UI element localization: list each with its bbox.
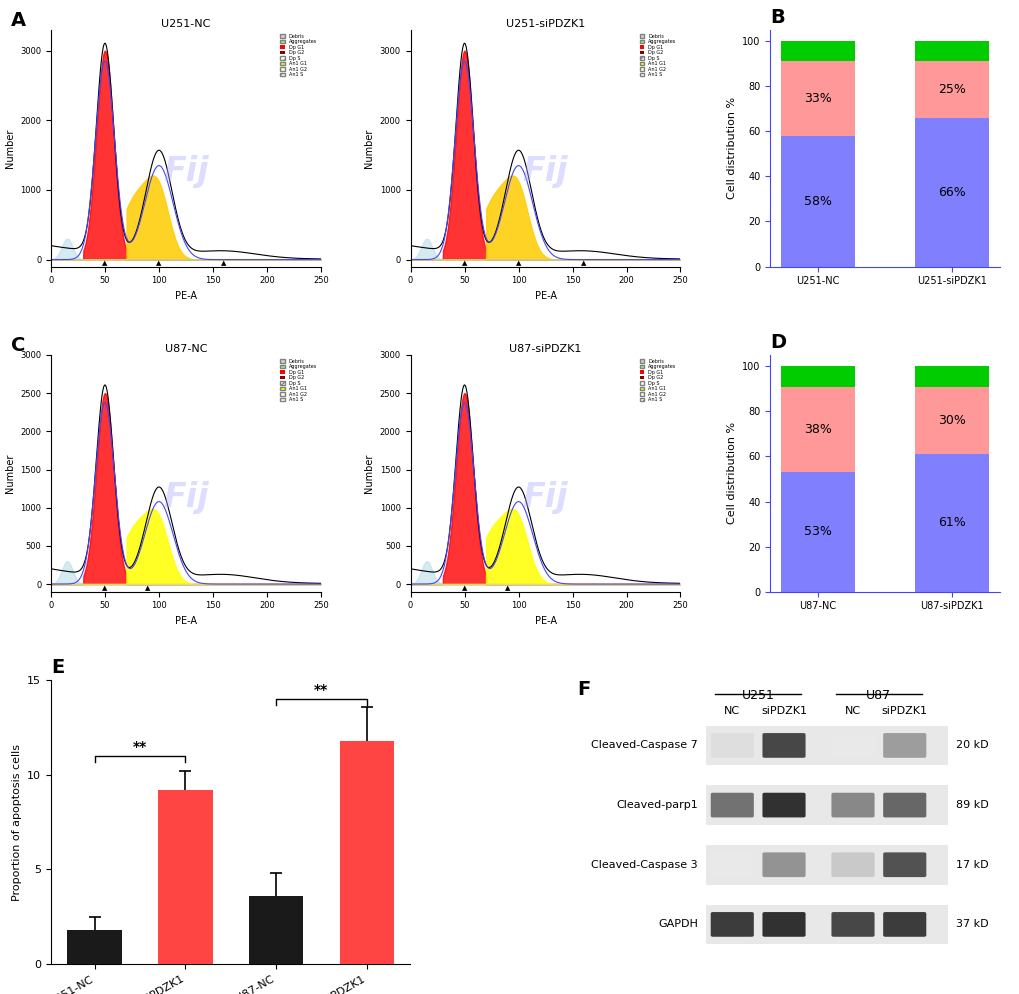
Text: ▲: ▲ (462, 585, 467, 591)
Bar (339, 741, 393, 964)
Text: D: D (769, 333, 786, 352)
Y-axis label: Proportion of apoptosis cells: Proportion of apoptosis cells (11, 744, 21, 901)
Text: ▲: ▲ (102, 585, 108, 591)
Text: ▲: ▲ (504, 585, 510, 591)
Title: U251-siPDZK1: U251-siPDZK1 (505, 19, 585, 29)
Text: F: F (577, 680, 590, 699)
Text: 38%: 38% (803, 422, 830, 435)
FancyBboxPatch shape (762, 853, 805, 877)
Text: GAPDH: GAPDH (657, 919, 697, 929)
Text: **: ** (132, 740, 147, 753)
Text: 66%: 66% (937, 186, 965, 199)
Y-axis label: Number: Number (5, 128, 14, 168)
Text: 33%: 33% (803, 92, 830, 105)
FancyBboxPatch shape (706, 726, 947, 765)
FancyBboxPatch shape (706, 845, 947, 885)
Text: 37 kD: 37 kD (956, 919, 988, 929)
X-axis label: PE-A: PE-A (175, 616, 197, 626)
Bar (780, 472, 854, 591)
Bar (914, 387, 988, 454)
Text: 25%: 25% (937, 83, 965, 96)
Y-axis label: Number: Number (364, 453, 374, 493)
X-axis label: PE-A: PE-A (175, 291, 197, 301)
X-axis label: PE-A: PE-A (534, 291, 556, 301)
Text: 20 kD: 20 kD (956, 741, 988, 750)
FancyBboxPatch shape (830, 853, 873, 877)
Bar (914, 117, 988, 266)
Text: E: E (51, 658, 64, 677)
FancyBboxPatch shape (710, 793, 753, 817)
Bar (780, 136, 854, 266)
Text: NC: NC (844, 706, 860, 716)
Legend: Debris, Aggregates, Dp G1, Dp G2, Dp S, An1 G1, An1 G2, An1 S: Debris, Aggregates, Dp G1, Dp G2, Dp S, … (638, 358, 678, 404)
Text: 61%: 61% (937, 517, 965, 530)
Bar (780, 387, 854, 472)
Legend: Debris, Aggregates, Dp G1, Dp G2, Dp S, An1 G1, An1 G2, An1 S: Debris, Aggregates, Dp G1, Dp G2, Dp S, … (638, 32, 678, 79)
FancyBboxPatch shape (762, 793, 805, 817)
Text: ▲: ▲ (102, 260, 108, 266)
Text: ▲: ▲ (580, 260, 586, 266)
Text: Fij: Fij (522, 155, 568, 189)
Text: ▲: ▲ (146, 585, 151, 591)
Bar (914, 366, 988, 387)
FancyBboxPatch shape (830, 733, 873, 757)
Legend: Debris, Aggregates, Dp G1, Dp G2, Dp S, An1 G1, An1 G2, An1 S: Debris, Aggregates, Dp G1, Dp G2, Dp S, … (278, 358, 318, 404)
Bar (914, 41, 988, 62)
Text: siPDZK1: siPDZK1 (880, 706, 927, 716)
FancyBboxPatch shape (762, 733, 805, 757)
Bar (780, 62, 854, 136)
Text: B: B (769, 8, 785, 27)
Text: 58%: 58% (803, 195, 830, 208)
FancyBboxPatch shape (830, 912, 873, 936)
Y-axis label: Cell distribution %: Cell distribution % (726, 97, 736, 199)
Text: Cleaved-Caspase 7: Cleaved-Caspase 7 (590, 741, 697, 750)
FancyBboxPatch shape (710, 733, 753, 757)
Bar (780, 366, 854, 387)
Text: U251: U251 (741, 689, 773, 702)
Bar (249, 896, 303, 964)
FancyBboxPatch shape (882, 793, 925, 817)
Text: 17 kD: 17 kD (956, 860, 988, 870)
Text: U87: U87 (865, 689, 891, 702)
Text: 53%: 53% (803, 526, 830, 539)
FancyBboxPatch shape (710, 912, 753, 936)
Text: ▲: ▲ (462, 260, 467, 266)
Text: Cleaved-parp1: Cleaved-parp1 (615, 800, 697, 810)
Bar (914, 62, 988, 117)
FancyBboxPatch shape (706, 905, 947, 944)
Text: 89 kD: 89 kD (956, 800, 988, 810)
X-axis label: PE-A: PE-A (534, 616, 556, 626)
Text: ▲: ▲ (516, 260, 521, 266)
Text: siPDZK1: siPDZK1 (760, 706, 806, 716)
Title: U251-NC: U251-NC (161, 19, 210, 29)
Text: Fij: Fij (163, 155, 209, 189)
Legend: Debris, Aggregates, Dp G1, Dp G2, Dp S, An1 G1, An1 G2, An1 S: Debris, Aggregates, Dp G1, Dp G2, Dp S, … (278, 32, 318, 79)
FancyBboxPatch shape (830, 793, 873, 817)
Text: ▲: ▲ (156, 260, 161, 266)
Title: U87-NC: U87-NC (164, 344, 207, 354)
FancyBboxPatch shape (706, 785, 947, 825)
FancyBboxPatch shape (710, 853, 753, 877)
Bar (914, 454, 988, 591)
Y-axis label: Cell distribution %: Cell distribution % (726, 422, 736, 525)
Text: NC: NC (723, 706, 740, 716)
Bar (780, 41, 854, 62)
Title: U87-siPDZK1: U87-siPDZK1 (508, 344, 581, 354)
Y-axis label: Number: Number (364, 128, 374, 168)
Text: C: C (10, 336, 24, 355)
Text: A: A (10, 11, 25, 30)
Bar (158, 790, 212, 964)
FancyBboxPatch shape (762, 912, 805, 936)
Bar (67, 930, 121, 964)
Text: Fij: Fij (522, 480, 568, 514)
Text: Cleaved-Caspase 3: Cleaved-Caspase 3 (591, 860, 697, 870)
FancyBboxPatch shape (882, 912, 925, 936)
Text: **: ** (314, 683, 328, 697)
FancyBboxPatch shape (882, 853, 925, 877)
FancyBboxPatch shape (882, 733, 925, 757)
Text: ▲: ▲ (221, 260, 226, 266)
Text: 30%: 30% (937, 414, 965, 426)
Y-axis label: Number: Number (5, 453, 14, 493)
Text: Fij: Fij (163, 480, 209, 514)
